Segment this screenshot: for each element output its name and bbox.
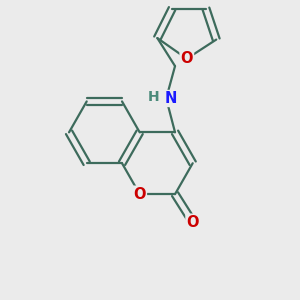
Text: O: O bbox=[134, 187, 146, 202]
Text: O: O bbox=[186, 214, 199, 230]
Text: O: O bbox=[181, 51, 193, 66]
Text: N: N bbox=[164, 91, 177, 106]
Text: H: H bbox=[148, 90, 160, 104]
